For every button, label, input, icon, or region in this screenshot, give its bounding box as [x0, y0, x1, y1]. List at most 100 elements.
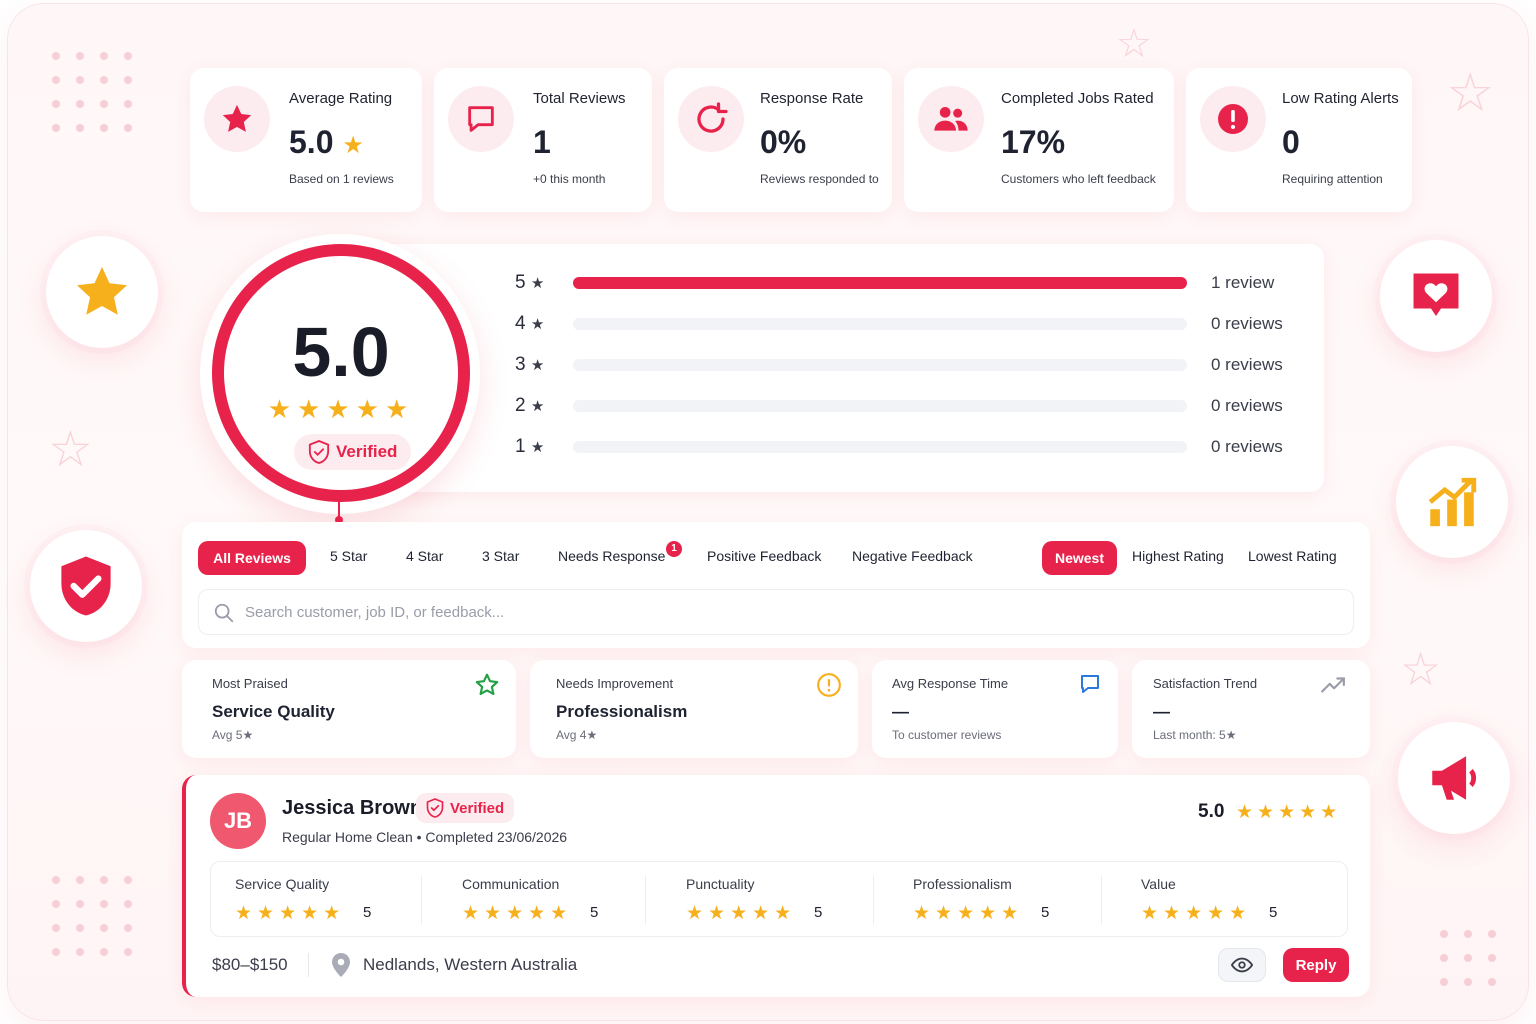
- megaphone-icon: [1432, 756, 1477, 800]
- rating-bar-track: [573, 359, 1187, 371]
- criterion-label: Punctuality: [686, 876, 755, 892]
- divider: [421, 876, 422, 924]
- divider: [308, 953, 309, 977]
- job-price: $80–$150: [212, 955, 288, 974]
- sort-highest-rating[interactable]: Highest Rating: [1132, 548, 1224, 564]
- criterion-value: 5: [1269, 904, 1278, 921]
- criterion-value: 5: [814, 904, 823, 921]
- insight-title: Avg Response Time: [892, 676, 1009, 691]
- stat-sub: Reviews responded to: [760, 172, 879, 186]
- rating-row-3-star: 3 ★ 0 reviews: [515, 353, 1283, 377]
- tab-all-reviews[interactable]: All Reviews: [198, 541, 306, 575]
- stat-icon-circle: [204, 86, 270, 152]
- search-icon: [214, 603, 234, 623]
- heart-badge: [1380, 240, 1492, 352]
- stat-sub: Based on 1 reviews: [289, 172, 394, 186]
- rating-row-count: 0 reviews: [1211, 396, 1283, 415]
- star-icon: [222, 104, 252, 132]
- shield-check-icon: [426, 798, 444, 818]
- alert-icon: [1218, 104, 1248, 134]
- rating-row-stars: 3: [515, 354, 526, 375]
- decor-star-icon: ☆: [1446, 63, 1495, 123]
- review-card: JB Jessica Brown Verified Regular Home C…: [182, 775, 1370, 997]
- sort-newest[interactable]: Newest: [1042, 541, 1117, 575]
- search-box: [198, 589, 1354, 635]
- rating-row-1-star: 1 ★ 0 reviews: [515, 435, 1283, 459]
- rating-row-2-star: 2 ★ 0 reviews: [515, 394, 1283, 418]
- insight-sub: Avg 5★: [212, 728, 254, 742]
- decor-star-icon: ☆: [48, 421, 93, 477]
- divider: [873, 876, 874, 924]
- rating-bar-track: [573, 441, 1187, 453]
- rating-row-stars: 2: [515, 395, 526, 416]
- rating-bar-track: [573, 277, 1187, 289]
- chat-bubble-icon: [1081, 675, 1099, 693]
- criterion-label: Professionalism: [913, 876, 1012, 892]
- verified-label: Verified: [450, 799, 505, 817]
- tab-5-star[interactable]: 5 Star: [330, 548, 368, 564]
- criterion-value: 5: [590, 904, 599, 921]
- verified-label: Verified: [336, 442, 398, 461]
- criterion-stars: ★★★★★: [462, 903, 573, 924]
- job-location: Nedlands, Western Australia: [363, 955, 578, 974]
- shield-check-icon: [61, 556, 111, 616]
- rating-row-label: 5 ★: [515, 272, 555, 294]
- criteria-ratings: Service Quality ★★★★★ 5 Communication ★★…: [210, 861, 1348, 937]
- view-review-button[interactable]: [1218, 948, 1266, 982]
- rating-row-label: 2 ★: [515, 395, 555, 417]
- star-badge: [46, 236, 158, 348]
- tab-positive-feedback[interactable]: Positive Feedback: [707, 548, 822, 564]
- star-icon: ★: [530, 316, 545, 333]
- reviewer-name: Jessica Brown: [282, 797, 423, 819]
- insight-title: Needs Improvement: [556, 676, 674, 691]
- warning-circle-icon: [817, 673, 841, 697]
- decor-star-icon: ☆: [1116, 22, 1152, 66]
- tab-3-star[interactable]: 3 Star: [482, 548, 520, 564]
- criterion-stars: ★★★★★: [913, 903, 1024, 924]
- stat-sub: Requiring attention: [1282, 172, 1383, 186]
- tab-4-star[interactable]: 4 Star: [406, 548, 444, 564]
- insight-value: Service Quality: [212, 702, 335, 721]
- rating-bar-fill: [573, 277, 1187, 289]
- reply-button[interactable]: Reply: [1283, 948, 1349, 982]
- sort-lowest-rating[interactable]: Lowest Rating: [1248, 548, 1337, 564]
- decor-dots: [1440, 930, 1496, 986]
- criterion-stars: ★★★★★: [686, 903, 797, 924]
- stat-icon-circle: [918, 86, 984, 152]
- rating-row-count: 0 reviews: [1211, 437, 1283, 456]
- stat-value: 17%: [1001, 124, 1066, 160]
- insight-card-needs-improvement: Needs Improvement Professionalism Avg 4★: [530, 660, 858, 758]
- shield-check-icon: [308, 440, 330, 464]
- criterion-value: 5: [1041, 904, 1050, 921]
- rating-row-stars: 4: [515, 313, 526, 334]
- users-icon: [934, 107, 968, 131]
- stat-card-response-rate: Response Rate 0% Reviews responded to: [664, 68, 892, 212]
- criterion-label: Communication: [462, 876, 560, 892]
- decor-dots: [52, 52, 132, 132]
- rating-row-label: 1 ★: [515, 436, 555, 458]
- tab-needs-response[interactable]: Needs Response: [558, 548, 666, 564]
- stat-icon-circle: [678, 86, 744, 152]
- criterion-stars: ★★★★★: [1141, 903, 1252, 924]
- growth-chart-icon: [1428, 477, 1477, 527]
- insight-value: Professionalism: [556, 702, 688, 721]
- location-pin-icon: [332, 953, 350, 977]
- rating-row-4-star: 4 ★ 0 reviews: [515, 312, 1283, 336]
- overall-score: 5.0: [292, 313, 390, 391]
- rating-row-label: 4 ★: [515, 313, 555, 335]
- rating-row-stars: 1: [515, 436, 526, 457]
- stat-card-completed-jobs: Completed Jobs Rated 17% Customers who l…: [904, 68, 1174, 212]
- tab-negative-feedback[interactable]: Negative Feedback: [852, 548, 973, 564]
- insight-value: —: [892, 702, 909, 721]
- insight-card-avg-response-time: Avg Response Time — To customer reviews: [872, 660, 1118, 758]
- stat-icon-circle: [1200, 86, 1266, 152]
- avatar: JB: [210, 793, 266, 849]
- insight-title: Most Praised: [212, 676, 288, 691]
- search-input[interactable]: [245, 590, 1335, 634]
- star-icon: ★: [342, 132, 364, 159]
- shield-badge: [30, 530, 142, 642]
- star-icon: ★: [530, 398, 545, 415]
- stat-card-low-rating-alerts: Low Rating Alerts 0 Requiring attention: [1186, 68, 1412, 212]
- criterion-label: Value: [1141, 876, 1176, 892]
- insight-value: —: [1153, 702, 1170, 721]
